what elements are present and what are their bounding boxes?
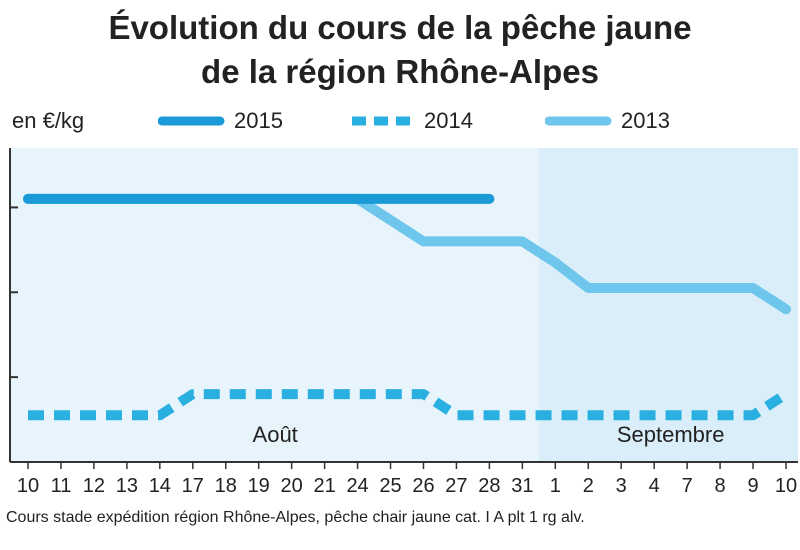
chart-title-line-2: de la région Rhône-Alpes xyxy=(201,53,599,90)
x-tick-label: 26 xyxy=(412,475,434,497)
legend-swatch xyxy=(545,116,612,126)
period-label: Août xyxy=(253,422,298,447)
x-tick-label: 10 xyxy=(17,475,39,497)
x-tick-label: 19 xyxy=(248,475,270,497)
x-tick-label: 3 xyxy=(616,475,627,497)
x-tick-label: 7 xyxy=(682,475,693,497)
x-tick-label: 10 xyxy=(775,475,797,497)
x-tick-label: 8 xyxy=(715,475,726,497)
x-tick-label: 18 xyxy=(215,475,237,497)
x-tick-label: 9 xyxy=(747,475,758,497)
legend-swatch xyxy=(352,116,410,126)
x-tick-label: 25 xyxy=(379,475,401,497)
x-tick-label: 2 xyxy=(583,475,594,497)
x-tick-label: 11 xyxy=(51,475,72,497)
legend-label: 2014 xyxy=(424,108,473,133)
legend-label: 2013 xyxy=(621,108,670,133)
x-tick-label: 31 xyxy=(511,475,533,497)
chart-footnote: Cours stade expédition région Rhône-Alpe… xyxy=(6,509,585,526)
y-axis-unit: en €/kg xyxy=(12,108,85,133)
x-tick-label: 14 xyxy=(149,475,171,497)
chart-title: Évolution du cours de la pêche jaune de … xyxy=(0,6,800,94)
x-tick-label: 24 xyxy=(346,475,368,497)
x-tick-label: 13 xyxy=(116,475,138,497)
x-tick-label: 4 xyxy=(649,475,660,497)
period-label: Septembre xyxy=(617,422,725,447)
x-tick-label: 27 xyxy=(445,475,467,497)
legend-label: 2015 xyxy=(234,108,283,133)
x-tick-label: 20 xyxy=(281,475,303,497)
x-tick-label: 28 xyxy=(478,475,500,497)
legend-swatch xyxy=(158,116,225,126)
x-tick-label: 21 xyxy=(313,475,335,497)
x-tick-label: 1 xyxy=(550,475,561,497)
chart-title-line-1: Évolution du cours de la pêche jaune xyxy=(108,9,692,46)
x-tick-label: 12 xyxy=(83,475,105,497)
x-tick-label: 17 xyxy=(182,475,204,497)
